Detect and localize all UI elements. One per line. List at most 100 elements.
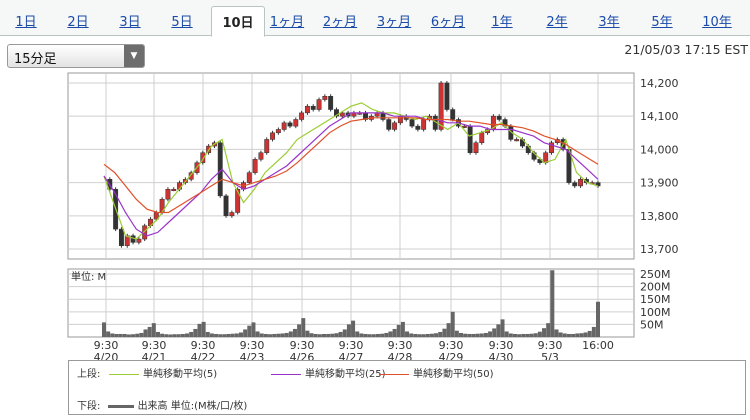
volume-bar [338, 331, 343, 337]
tab-period-8[interactable]: 3ヶ月 [376, 15, 412, 30]
x-tick-time: 9:30 [191, 339, 216, 352]
tab-period-9[interactable]: 6ヶ月 [430, 15, 466, 30]
price-y-tick-label: 14,100 [640, 110, 679, 123]
tab-period-3[interactable]: 3日 [119, 15, 141, 30]
tab-period-6[interactable]: 1ヶ月 [269, 15, 305, 30]
volume-bar [118, 333, 123, 337]
volume-bar [189, 331, 194, 337]
chevron-down-icon[interactable]: ▼ [124, 45, 144, 67]
candle-body [246, 172, 252, 183]
volume-bar [201, 321, 206, 337]
volume-bar [508, 333, 513, 337]
volume-bar [400, 321, 405, 337]
volume-bar [579, 333, 584, 337]
volume-bar [459, 332, 464, 337]
candle-body [322, 96, 328, 100]
chart-legend: 上段: 単純移動平均(5) 単純移動平均(25) 単純移動平均(50) 下段: … [68, 360, 746, 415]
tab-period-14[interactable]: 10年 [702, 15, 732, 30]
candle-body [421, 119, 427, 130]
volume-bar [425, 333, 430, 337]
candle-body [235, 189, 241, 213]
volume-bar [537, 331, 542, 337]
legend-swatch-ma25 [271, 373, 301, 375]
tab-period-2[interactable]: 2日 [67, 15, 89, 30]
x-tick-time: 9:30 [388, 339, 413, 352]
volume-bar [122, 333, 127, 337]
volume-bar [471, 333, 476, 337]
volume-bar [396, 324, 401, 337]
tab-period-1[interactable]: 1日 [15, 15, 37, 30]
candle-body [473, 142, 479, 153]
candle-body [118, 228, 124, 246]
x-tick-date: 4/20 [94, 351, 119, 360]
volume-bar [305, 330, 310, 337]
volume-y-tick-label: 250M [640, 268, 671, 281]
tab-period-10[interactable]: 1年 [491, 15, 513, 30]
volume-bar [334, 333, 339, 337]
volume-bar [110, 333, 115, 337]
volume-bar [500, 319, 505, 337]
x-tick-date: 4/28 [388, 351, 413, 360]
volume-bar [143, 329, 148, 337]
x-tick-date: 4/27 [339, 351, 364, 360]
stock-chart: 14,200 14,100 14,000 13,900 13,800 13,700 250M… [67, 72, 679, 360]
volume-bar [259, 333, 264, 337]
volume-bar [218, 334, 223, 337]
volume-bar [392, 328, 397, 337]
candle-body [200, 152, 206, 163]
volume-bar [288, 331, 293, 337]
tab-period-7[interactable]: 2ヶ月 [322, 15, 358, 30]
volume-bar [185, 333, 190, 337]
ma-line-2 [103, 112, 599, 237]
candle-body [438, 82, 444, 130]
candle-body [281, 122, 287, 130]
x-tick-date: 4/21 [142, 351, 167, 360]
volume-bar [488, 331, 493, 337]
x-tick-time: 9:30 [489, 339, 514, 352]
volume-bar [255, 331, 260, 337]
volume-bar [533, 333, 538, 337]
tab-period-11[interactable]: 2年 [546, 15, 568, 30]
candle-body [392, 122, 398, 130]
volume-bar [135, 333, 140, 337]
volume-bar [375, 333, 380, 337]
volume-bar [214, 333, 219, 337]
interval-select[interactable]: 15分足 ▼ [7, 44, 145, 68]
volume-bar [176, 334, 181, 337]
legend-swatch-volume [107, 404, 134, 408]
price-y-tick-label: 14,200 [640, 77, 679, 90]
volume-bar [587, 330, 592, 337]
volume-bar [546, 323, 551, 337]
candle-body [316, 99, 322, 110]
candle-body [136, 238, 142, 243]
tab-period-4[interactable]: 5日 [171, 15, 193, 30]
volume-bar [355, 331, 360, 337]
volume-bar [272, 333, 277, 337]
candle-body [287, 122, 293, 127]
period-tab-bar: 1日 2日 3日 5日 10日 1ヶ月 2ヶ月 3ヶ月 6ヶ月 1年 2年 3年 5年 10年 [0, 0, 750, 37]
volume-bar [234, 333, 239, 337]
volume-bar [222, 334, 227, 337]
volume-bar [102, 322, 106, 337]
tab-period-5[interactable]: 10日 [211, 6, 265, 37]
candle-body [496, 115, 502, 120]
ma-line-1 [103, 102, 599, 240]
volume-bar [168, 334, 173, 337]
volume-bar [209, 333, 214, 337]
tab-period-12[interactable]: 3年 [598, 15, 620, 30]
tab-period-13[interactable]: 5年 [651, 15, 673, 30]
volume-bar [417, 334, 422, 337]
candle-body [264, 139, 270, 153]
volume-bar [180, 333, 185, 337]
legend-item-ma50: 単純移動平均(50) [375, 365, 494, 380]
volume-bar [566, 333, 571, 337]
volume-bar [263, 333, 268, 337]
volume-bar [475, 333, 480, 337]
volume-bar [114, 333, 119, 337]
candle-body [467, 125, 473, 153]
volume-bar [268, 334, 273, 337]
volume-bar [463, 333, 468, 337]
candle-body [479, 132, 485, 144]
x-tick-date: 4/30 [489, 351, 514, 360]
volume-bar [562, 333, 567, 337]
